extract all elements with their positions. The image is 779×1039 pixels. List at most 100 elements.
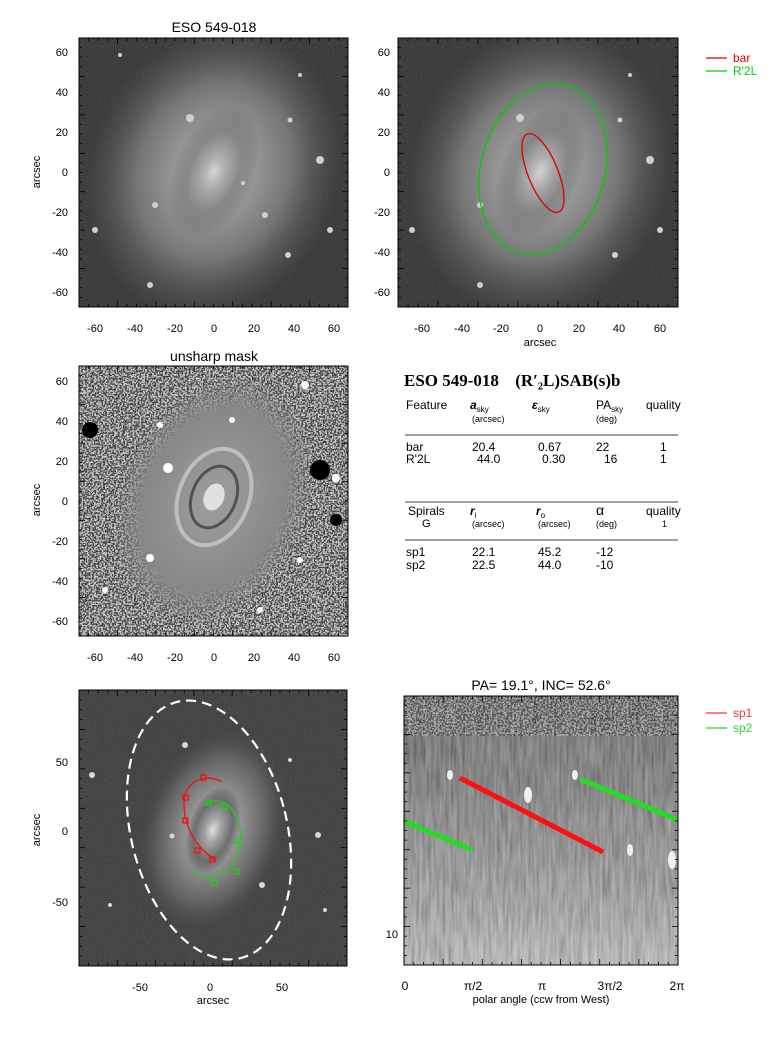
tick-label: 0	[384, 167, 390, 179]
tick-label: 20	[56, 456, 68, 468]
panel1-title: ESO 549-018	[172, 19, 257, 35]
panel-ellipse-fits: arcsec -60 -40 -20 0 20 40 60 60 40 20 0…	[374, 37, 679, 349]
col-header-pa: PAsky	[596, 398, 623, 414]
panel3-title: unsharp mask	[170, 348, 259, 364]
tick-label: 60	[378, 47, 390, 59]
row-bar-eps: 0.67	[538, 440, 562, 454]
tick-label: 0	[402, 979, 409, 993]
tick-label: -40	[454, 323, 470, 335]
row-ring-quality: 1	[660, 452, 667, 466]
row-bar-name: bar	[406, 440, 423, 454]
sp2-arm	[192, 799, 242, 886]
panel6-xlabel: polar angle (ccw from West)	[473, 994, 610, 1006]
col-header-alpha: α	[596, 502, 604, 518]
tick-label: -40	[52, 576, 68, 588]
col-header-ro: ro	[536, 504, 546, 520]
panel5-ylabel: arcsec	[31, 813, 43, 846]
tick-label: 10	[386, 929, 398, 941]
feature-table: Feature asky εsky PAsky quality (arcsec)…	[405, 398, 681, 466]
tick-label: -20	[167, 652, 183, 664]
disk-outline-ellipse	[125, 699, 293, 961]
tick-label: -50	[132, 982, 148, 994]
col-unit-ri: (arcsec)	[472, 519, 505, 529]
tick-label: π/2	[464, 979, 483, 993]
panel5-xticks: -50 0 50	[132, 982, 288, 994]
tick-label: 20	[378, 127, 390, 139]
tick-label: -40	[374, 247, 390, 259]
tick-label: -40	[127, 323, 143, 335]
tick-label: 60	[328, 323, 340, 335]
row-ring-name: R'2L	[406, 452, 431, 466]
panel-unsharp-mask: unsharp mask arcsec -60 -40 -20 0 20 40 …	[31, 348, 349, 664]
tick-label: -20	[52, 207, 68, 219]
tick-label: π	[538, 979, 546, 993]
row-sp1-ro: 45.2	[538, 545, 562, 559]
panel3-ylabel: arcsec	[31, 483, 43, 516]
tick-label: 60	[328, 652, 340, 664]
row-ring-eps: 0.30	[542, 452, 566, 466]
panel5-xlabel: arcsec	[197, 995, 230, 1007]
row-sp1-name: sp1	[406, 545, 426, 559]
col-unit-a: (arcsec)	[472, 414, 505, 424]
row-ring-pa: 16	[604, 452, 618, 466]
tick-label: 0	[211, 323, 217, 335]
col-header-quality2: quality	[646, 504, 681, 518]
row-bar-quality: 1	[660, 440, 667, 454]
panel6-title: PA= 19.1°, INC= 52.6°	[471, 677, 610, 693]
panel3-yticks: 60 40 20 0 -20 -40 -60	[52, 376, 68, 628]
tick-label: 60	[56, 376, 68, 388]
tick-label: 40	[613, 323, 625, 335]
tick-label: 2π	[670, 979, 685, 993]
sp1-fit-line	[458, 775, 605, 855]
legend-bar-label: bar	[733, 51, 750, 65]
table-heading-class: (R′₂L)SAB(s)b	[515, 371, 620, 390]
tick-label: 40	[288, 323, 300, 335]
sp1-arm	[182, 774, 223, 863]
parameter-table: ESO 549-018 (R′₂L)SAB(s)b Feature asky ε…	[404, 371, 681, 572]
tick-label: 60	[654, 323, 666, 335]
tick-label: -40	[52, 247, 68, 259]
row-sp1-ri: 22.1	[472, 545, 496, 559]
table-heading-name: ESO 549-018	[404, 371, 499, 390]
table-heading: ESO 549-018 (R′₂L)SAB(s)b	[404, 371, 620, 390]
legend-bottom: sp1 sp2	[706, 706, 753, 735]
panel-spiral-overlay: arcsec arcsec -50 0 50 50 0 -50	[31, 689, 348, 1007]
tick-label: 0	[207, 982, 213, 994]
tick-label: 20	[248, 323, 260, 335]
tick-label: 40	[56, 416, 68, 428]
panel1-yticks: 60 40 20 0 -20 -40 -60	[52, 47, 68, 299]
tick-label: -60	[52, 616, 68, 628]
tick-label: 20	[573, 323, 585, 335]
tick-label: 0	[62, 826, 68, 838]
spirals-table: Spirals ri ro α quality G (arcsec) (arcs…	[405, 501, 681, 572]
col-unit-alpha: (deg)	[596, 519, 617, 529]
tick-label: -20	[493, 323, 509, 335]
tick-label: 60	[56, 47, 68, 59]
tick-label: -60	[374, 287, 390, 299]
col-unit-quality: 1	[662, 519, 667, 529]
col-unit-pa: (deg)	[596, 414, 617, 424]
tick-label: 0	[211, 652, 217, 664]
tick-label: -60	[87, 323, 103, 335]
tick-label: 20	[56, 127, 68, 139]
row-sp2-alpha: -10	[596, 558, 614, 572]
panel2-xticks: -60 -40 -20 0 20 40 60	[414, 323, 666, 335]
tick-label: 20	[248, 652, 260, 664]
tick-label: 50	[276, 982, 288, 994]
panel5-yticks: 50 0 -50	[52, 757, 68, 909]
tick-label: 0	[537, 323, 543, 335]
tick-label: 40	[56, 87, 68, 99]
col-header-eps: εsky	[532, 398, 550, 414]
tick-label: -60	[414, 323, 430, 335]
col-header-spirals: Spirals	[408, 504, 445, 518]
col-unit-g: G	[422, 518, 431, 530]
tick-label: 3π/2	[598, 979, 623, 993]
tick-label: -20	[374, 207, 390, 219]
panel6-xticks: 0 π/2 π 3π/2 2π	[402, 979, 685, 993]
col-header-a: asky	[470, 398, 489, 414]
panel-galaxy-image: ESO 549-018 arcsec -60 -40 -20 0 20 40 6…	[31, 19, 349, 335]
row-sp2-name: sp2	[406, 558, 426, 572]
tick-label: 0	[62, 167, 68, 179]
tick-label: 0	[62, 496, 68, 508]
